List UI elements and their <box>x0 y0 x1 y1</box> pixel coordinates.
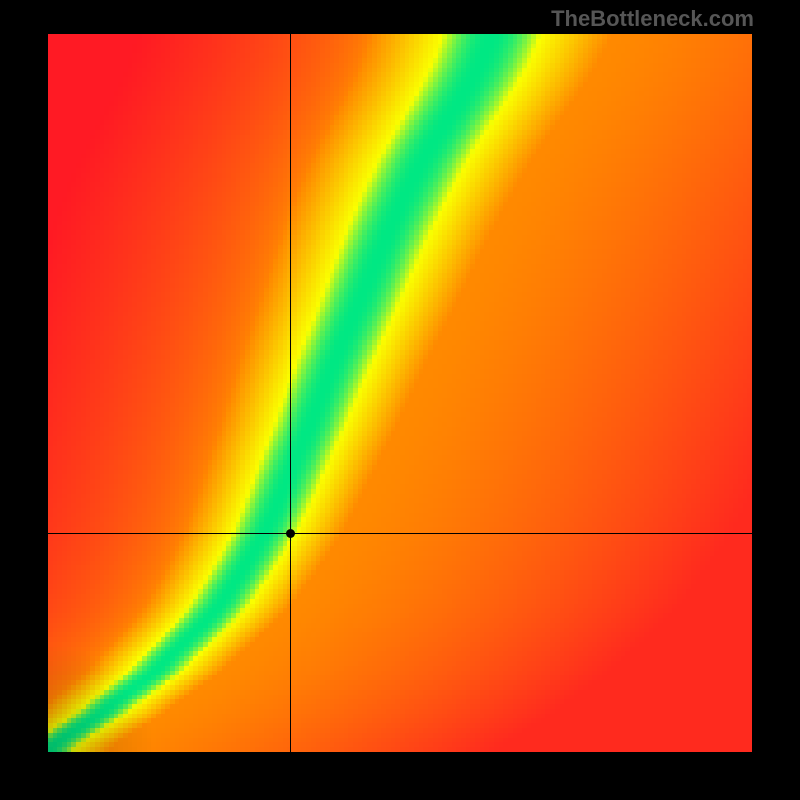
crosshair-vertical <box>290 34 291 752</box>
watermark-text: TheBottleneck.com <box>551 6 754 32</box>
crosshair-horizontal <box>48 533 752 534</box>
chart-container: { "watermark": { "text": "TheBottleneck.… <box>0 0 800 800</box>
crosshair-marker-dot <box>286 529 295 538</box>
bottleneck-heatmap <box>48 34 752 752</box>
